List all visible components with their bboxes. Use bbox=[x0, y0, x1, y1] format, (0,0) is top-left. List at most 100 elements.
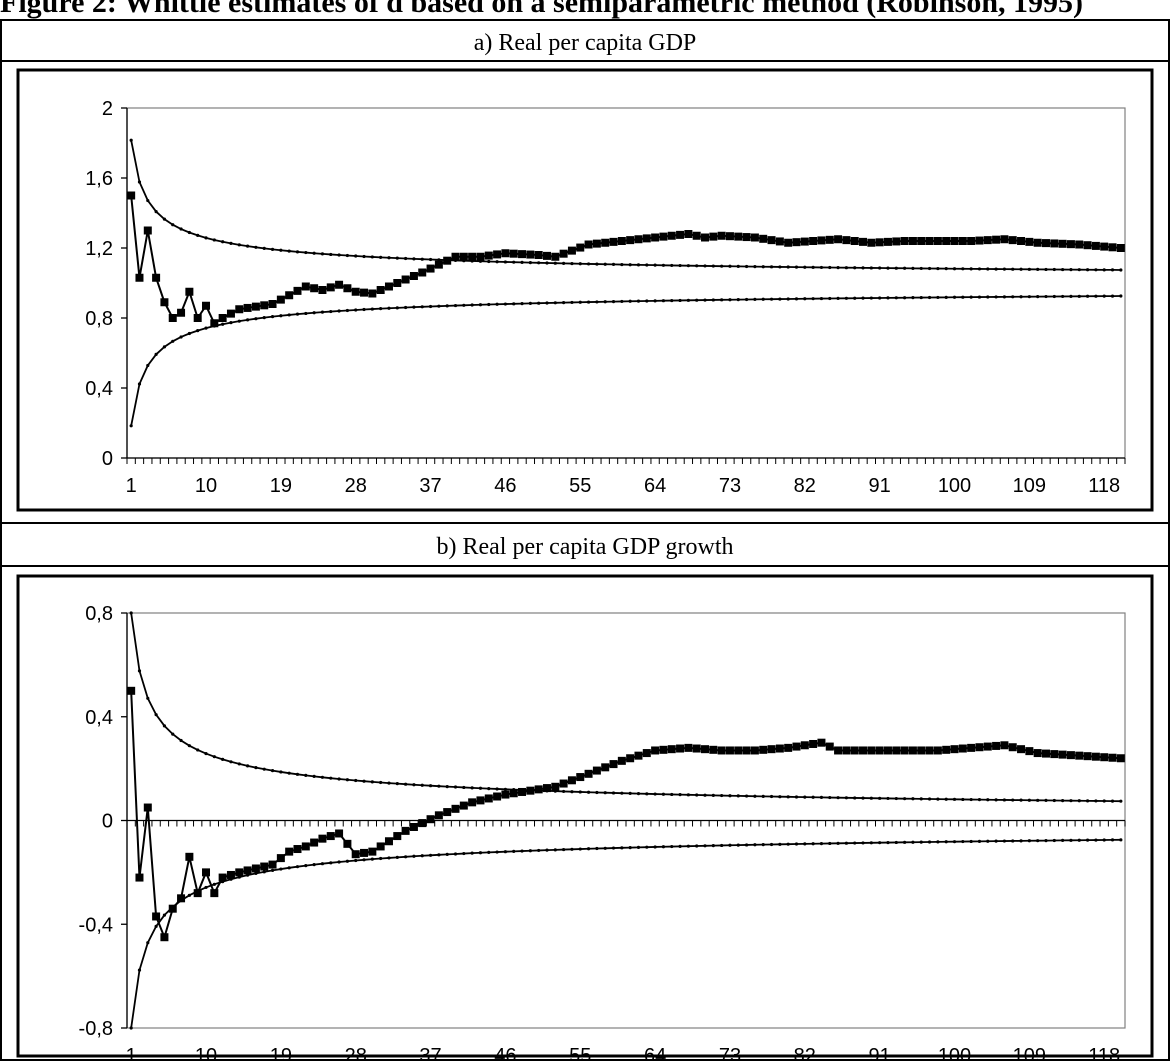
band-lower-point bbox=[861, 296, 865, 300]
band-upper-point bbox=[1052, 798, 1056, 803]
band-upper-point bbox=[1102, 799, 1106, 803]
band-upper-point bbox=[562, 261, 566, 265]
estimate-point bbox=[1041, 239, 1050, 248]
estimate-point bbox=[850, 746, 859, 755]
band-upper-point bbox=[245, 764, 250, 768]
band-upper-point bbox=[919, 797, 923, 801]
estimate-point bbox=[1091, 752, 1100, 761]
band-lower-point bbox=[670, 298, 674, 303]
band-lower-point bbox=[287, 866, 291, 870]
band-upper-point bbox=[1044, 267, 1048, 272]
band-upper-point bbox=[703, 264, 707, 268]
band-lower-point bbox=[961, 295, 965, 299]
band-upper-point bbox=[844, 266, 848, 270]
estimate-point bbox=[925, 746, 934, 755]
band-upper-point bbox=[803, 795, 807, 799]
estimate-point bbox=[1033, 238, 1042, 247]
estimate-point bbox=[900, 746, 909, 755]
band-lower-point bbox=[794, 297, 799, 301]
band-lower-point bbox=[703, 844, 707, 848]
estimate-point bbox=[834, 235, 843, 244]
band-upper-point bbox=[495, 787, 499, 791]
band-lower-point bbox=[620, 299, 624, 304]
band-upper-point bbox=[345, 253, 349, 258]
band-lower-point bbox=[478, 303, 483, 307]
band-upper-point bbox=[570, 261, 574, 266]
band-lower-point bbox=[911, 840, 915, 844]
x-tick-label: 1 bbox=[126, 475, 137, 497]
band-lower-point bbox=[154, 924, 158, 928]
band-upper-point bbox=[1036, 798, 1040, 802]
band-lower-point bbox=[936, 295, 940, 300]
band-upper-point bbox=[836, 266, 840, 270]
estimate-point bbox=[925, 237, 934, 245]
band-upper-point bbox=[187, 744, 191, 748]
band-upper-point bbox=[362, 254, 366, 259]
band-lower-point bbox=[986, 839, 990, 843]
y-tick-label: 1,2 bbox=[85, 238, 113, 260]
band-lower-point bbox=[969, 295, 973, 299]
band-lower-point bbox=[312, 311, 316, 315]
estimate-point bbox=[152, 912, 161, 921]
y-tick-label: 0 bbox=[102, 448, 113, 470]
estimate-point bbox=[293, 845, 302, 854]
x-tick-label: 1 bbox=[126, 1045, 137, 1061]
band-lower-point bbox=[628, 299, 632, 303]
band-lower-point bbox=[503, 302, 508, 306]
estimate-point bbox=[168, 904, 177, 913]
band-upper-point bbox=[387, 781, 391, 785]
band-lower-point bbox=[279, 867, 283, 871]
band-lower-point bbox=[936, 840, 940, 844]
band-lower-point bbox=[761, 843, 765, 847]
outer-table-border bbox=[0, 19, 1170, 1061]
estimate-point bbox=[351, 850, 360, 859]
estimate-point bbox=[1000, 235, 1009, 244]
band-lower-point bbox=[678, 844, 682, 848]
band-lower-point bbox=[445, 304, 449, 308]
estimate-point bbox=[725, 232, 734, 241]
estimate-point bbox=[409, 272, 418, 280]
x-tick-label: 28 bbox=[345, 1045, 367, 1061]
estimate-point bbox=[626, 236, 635, 245]
estimate-point bbox=[983, 236, 992, 245]
band-upper-point bbox=[262, 767, 266, 771]
band-lower-point bbox=[537, 301, 541, 305]
band-lower-point bbox=[129, 1026, 133, 1030]
band-lower-point bbox=[520, 302, 524, 306]
x-tick-label: 73 bbox=[719, 475, 741, 497]
band-lower-point bbox=[886, 840, 890, 845]
estimate-point bbox=[260, 862, 269, 871]
band-lower-point bbox=[894, 840, 898, 845]
band-lower-point bbox=[204, 326, 208, 330]
estimate-point bbox=[343, 284, 352, 293]
band-lower-line bbox=[130, 838, 1121, 1029]
band-lower-point bbox=[1077, 294, 1081, 298]
band-upper-point bbox=[503, 260, 508, 264]
estimate-point bbox=[609, 237, 618, 246]
y-tick-label: -0,4 bbox=[79, 914, 113, 936]
band-upper-point bbox=[1069, 268, 1073, 272]
band-upper-point bbox=[927, 266, 932, 271]
estimate-point bbox=[301, 842, 310, 851]
band-lower-point bbox=[445, 852, 449, 856]
band-upper-point bbox=[761, 265, 765, 269]
band-upper-point bbox=[1027, 798, 1031, 802]
band-upper-point bbox=[703, 793, 707, 797]
band-upper-point bbox=[537, 261, 541, 265]
band-lower-point bbox=[528, 849, 532, 853]
band-upper-point bbox=[129, 611, 133, 615]
band-upper-point bbox=[1061, 267, 1065, 272]
x-tick-label: 100 bbox=[938, 475, 971, 497]
estimate-point bbox=[559, 779, 568, 788]
band-upper-point bbox=[1119, 799, 1123, 803]
band-lower-point bbox=[711, 844, 715, 848]
band-lower-point bbox=[362, 858, 366, 862]
band-upper-point bbox=[595, 790, 599, 795]
band-lower-point bbox=[545, 301, 549, 305]
band-lower-point bbox=[786, 297, 790, 301]
band-lower-point bbox=[728, 843, 732, 847]
band-lower-point bbox=[437, 304, 441, 308]
estimate-point bbox=[917, 237, 926, 245]
band-upper-point bbox=[154, 210, 158, 214]
band-lower-point bbox=[944, 840, 948, 844]
